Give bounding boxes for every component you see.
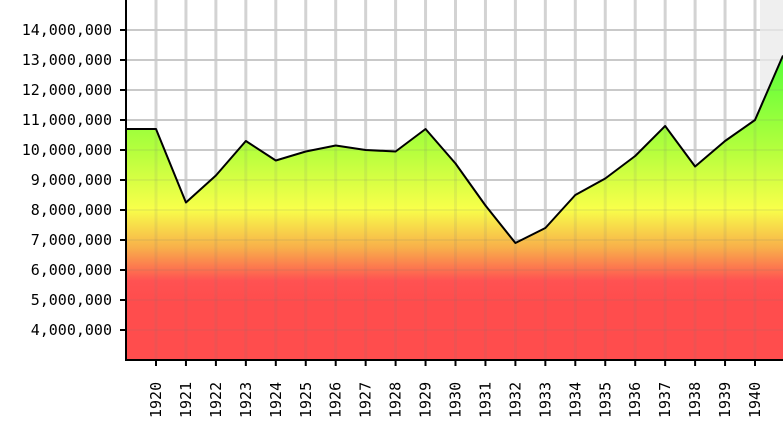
x-tick-label: 1924 bbox=[267, 382, 285, 418]
y-tick-label: 8,000,000 bbox=[31, 201, 112, 219]
data-point bbox=[574, 194, 576, 196]
y-tick-label: 9,000,000 bbox=[31, 171, 112, 189]
tick-labels: 4,000,000 5,000,000 6,000,000 7,000,000 8,00… bbox=[22, 21, 764, 418]
x-tick-label: 1921 bbox=[177, 382, 195, 418]
x-tick-label: 1923 bbox=[237, 382, 255, 418]
data-point bbox=[694, 166, 696, 167]
x-tick-label: 1929 bbox=[417, 382, 435, 418]
x-tick-label: 1925 bbox=[297, 382, 315, 418]
y-tick-label: 6,000,000 bbox=[31, 261, 112, 279]
x-tick-label: 1922 bbox=[207, 382, 225, 418]
x-tick-label: 1926 bbox=[327, 382, 345, 418]
series-area bbox=[126, 55, 783, 360]
data-point bbox=[664, 125, 666, 127]
x-tick-label: 1928 bbox=[387, 382, 405, 418]
x-tick-label: 1939 bbox=[716, 382, 734, 418]
data-point bbox=[335, 145, 337, 146]
data-point bbox=[365, 149, 367, 151]
y-tick-label: 12,000,000 bbox=[22, 81, 112, 99]
y-tick-label: 10,000,000 bbox=[22, 141, 112, 159]
data-point bbox=[425, 128, 427, 130]
x-tick-label: 1937 bbox=[656, 382, 674, 418]
data-point bbox=[544, 227, 546, 229]
x-tick-label: 1938 bbox=[686, 382, 704, 418]
x-tick-label: 1936 bbox=[626, 382, 644, 418]
x-tick-label: 1932 bbox=[506, 382, 524, 418]
y-tick-label: 11,000,000 bbox=[22, 111, 112, 129]
x-tick-label: 1940 bbox=[746, 382, 764, 418]
y-tick-label: 7,000,000 bbox=[31, 231, 112, 249]
axes bbox=[120, 0, 783, 366]
x-tick-label: 1934 bbox=[566, 382, 584, 418]
data-point bbox=[754, 119, 756, 121]
y-tick-label: 4,000,000 bbox=[31, 321, 112, 339]
data-point bbox=[604, 178, 606, 179]
data-point bbox=[724, 140, 726, 142]
y-tick-label: 13,000,000 bbox=[22, 51, 112, 69]
data-point bbox=[634, 155, 636, 157]
data-point bbox=[275, 160, 277, 161]
x-tick-label: 1935 bbox=[596, 382, 614, 418]
area-layer bbox=[126, 29, 783, 360]
data-point bbox=[395, 151, 397, 152]
x-tick-label: 1927 bbox=[357, 382, 375, 418]
x-tick-label: 1920 bbox=[147, 382, 165, 418]
y-tick-label: 5,000,000 bbox=[31, 291, 112, 309]
data-point bbox=[245, 140, 247, 142]
x-tick-label: 1931 bbox=[476, 382, 494, 418]
x-tick-label: 1930 bbox=[447, 382, 465, 418]
data-point bbox=[155, 128, 157, 130]
data-point bbox=[185, 202, 187, 203]
data-point bbox=[484, 205, 486, 206]
x-tick-label: 1933 bbox=[536, 382, 554, 418]
data-point bbox=[514, 242, 516, 244]
data-point bbox=[455, 163, 456, 164]
y-tick-label: 14,000,000 bbox=[22, 21, 112, 39]
data-point bbox=[215, 175, 217, 176]
data-point bbox=[305, 151, 307, 152]
